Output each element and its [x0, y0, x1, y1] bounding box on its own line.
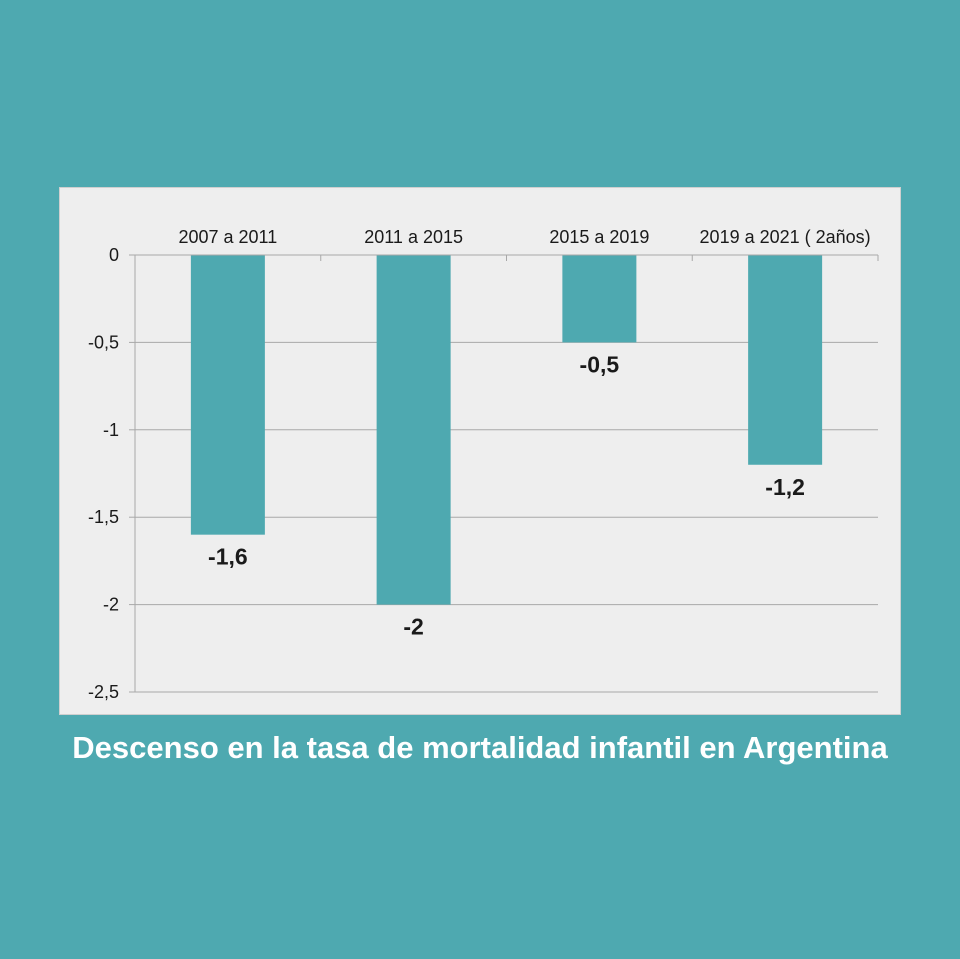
category-label: 2007 a 2011: [178, 227, 277, 247]
category-label: 2011 a 2015: [364, 227, 463, 247]
chart-panel: 0 -0,5 -1 -1,5 -2 -2,5 -1,6 -2 -0,5 -1,2 2007 a 20…: [59, 187, 901, 715]
data-label: -0,5: [580, 351, 620, 377]
y-tick-label: -1,5: [88, 507, 119, 527]
y-tick-label: -2: [103, 595, 119, 615]
bar: [190, 255, 265, 535]
y-tick-label: -2,5: [88, 682, 119, 702]
bar: [748, 255, 823, 465]
chart-caption: Descenso en la tasa de mortalidad infant…: [72, 730, 888, 765]
data-label: -1,6: [208, 544, 248, 570]
y-tick-label: 0: [109, 245, 119, 265]
y-tick-label: -1: [103, 420, 119, 440]
bar-chart: 0 -0,5 -1 -1,5 -2 -2,5 -1,6 -2 -0,5 -1,2 2007 a 20…: [88, 227, 879, 702]
bar: [562, 255, 637, 343]
data-label: -1,2: [765, 474, 805, 500]
category-label: 2019 a 2021 ( 2años): [700, 227, 871, 247]
y-tick-label: -0,5: [88, 332, 119, 352]
bar: [376, 255, 451, 605]
category-label: 2015 a 2019: [549, 227, 649, 247]
data-label: -2: [403, 614, 423, 640]
